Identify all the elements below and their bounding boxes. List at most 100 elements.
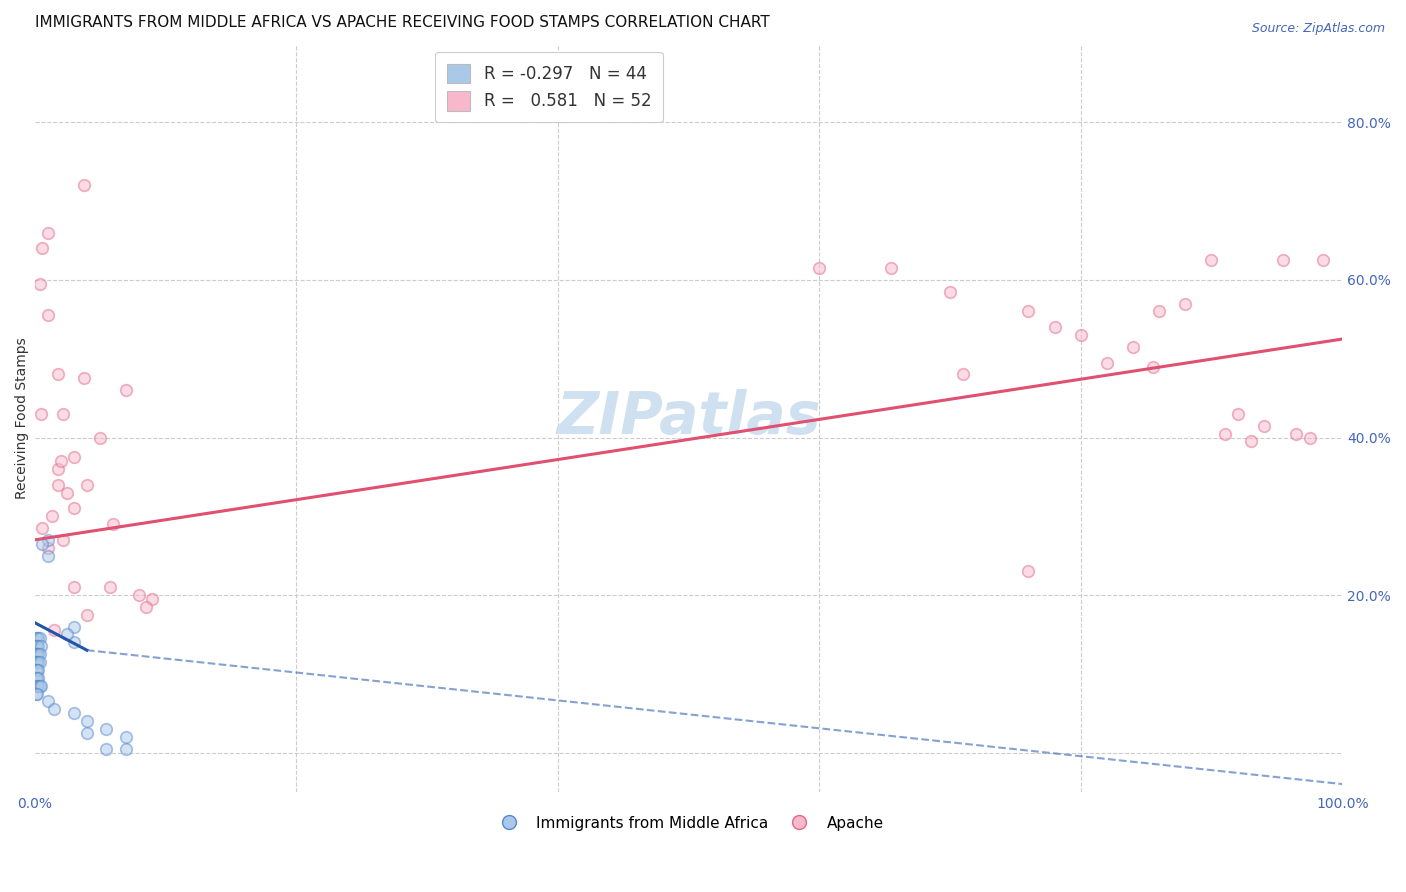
- Point: [37, 309, 59, 323]
- Point: [62, 501, 84, 516]
- Point: [56, 485, 79, 500]
- Point: [96, 722, 118, 736]
- Point: [30, 407, 52, 421]
- Point: [27, 671, 49, 685]
- Point: [89, 430, 111, 444]
- Legend: Immigrants from Middle Africa, Apache: Immigrants from Middle Africa, Apache: [488, 809, 890, 837]
- Point: [25, 671, 48, 685]
- Point: [25, 686, 48, 700]
- Point: [1043, 320, 1066, 334]
- Point: [1272, 253, 1295, 268]
- Point: [28, 679, 51, 693]
- Point: [44, 702, 66, 716]
- Point: [37, 226, 59, 240]
- Point: [56, 627, 79, 641]
- Point: [1070, 328, 1092, 343]
- Text: ZIPatlas: ZIPatlas: [557, 389, 821, 446]
- Point: [25, 663, 48, 677]
- Point: [46, 462, 69, 476]
- Point: [25, 671, 48, 685]
- Point: [1240, 434, 1263, 449]
- Point: [62, 450, 84, 465]
- Point: [96, 741, 118, 756]
- Point: [62, 580, 84, 594]
- Point: [128, 588, 150, 602]
- Point: [25, 632, 48, 646]
- Text: Source: ZipAtlas.com: Source: ZipAtlas.com: [1251, 22, 1385, 36]
- Point: [1147, 304, 1170, 318]
- Point: [28, 632, 51, 646]
- Point: [27, 663, 49, 677]
- Point: [49, 454, 72, 468]
- Y-axis label: Receiving Food Stamps: Receiving Food Stamps: [15, 337, 30, 499]
- Point: [31, 242, 53, 256]
- Point: [1201, 253, 1223, 268]
- Point: [1122, 340, 1144, 354]
- Point: [28, 277, 51, 291]
- Point: [1142, 359, 1164, 374]
- Point: [25, 679, 48, 693]
- Point: [101, 517, 124, 532]
- Point: [44, 624, 66, 638]
- Point: [52, 533, 75, 547]
- Point: [76, 477, 98, 491]
- Point: [25, 679, 48, 693]
- Point: [1253, 418, 1275, 433]
- Point: [880, 261, 903, 276]
- Point: [73, 371, 96, 385]
- Point: [1095, 356, 1118, 370]
- Point: [141, 592, 163, 607]
- Point: [28, 647, 51, 661]
- Point: [1213, 426, 1236, 441]
- Point: [1285, 426, 1308, 441]
- Point: [25, 639, 48, 653]
- Point: [31, 537, 53, 551]
- Point: [25, 663, 48, 677]
- Point: [31, 521, 53, 535]
- Point: [30, 639, 52, 653]
- Point: [30, 679, 52, 693]
- Point: [1298, 430, 1320, 444]
- Point: [27, 679, 49, 693]
- Point: [41, 509, 63, 524]
- Text: IMMIGRANTS FROM MIDDLE AFRICA VS APACHE RECEIVING FOOD STAMPS CORRELATION CHART: IMMIGRANTS FROM MIDDLE AFRICA VS APACHE …: [35, 15, 769, 30]
- Point: [76, 726, 98, 740]
- Point: [37, 549, 59, 563]
- Point: [808, 261, 831, 276]
- Point: [73, 178, 96, 193]
- Point: [1312, 253, 1334, 268]
- Point: [100, 580, 122, 594]
- Point: [1017, 565, 1039, 579]
- Point: [25, 655, 48, 669]
- Point: [37, 541, 59, 555]
- Point: [25, 647, 48, 661]
- Point: [37, 533, 59, 547]
- Point: [25, 647, 48, 661]
- Point: [1017, 304, 1039, 318]
- Point: [1226, 407, 1249, 421]
- Point: [27, 639, 49, 653]
- Point: [76, 607, 98, 622]
- Point: [27, 655, 49, 669]
- Point: [25, 639, 48, 653]
- Point: [27, 647, 49, 661]
- Point: [25, 686, 48, 700]
- Point: [27, 632, 49, 646]
- Point: [76, 714, 98, 728]
- Point: [952, 368, 974, 382]
- Point: [939, 285, 962, 299]
- Point: [115, 383, 138, 397]
- Point: [62, 706, 84, 721]
- Point: [62, 635, 84, 649]
- Point: [46, 477, 69, 491]
- Point: [52, 407, 75, 421]
- Point: [37, 694, 59, 708]
- Point: [115, 730, 138, 744]
- Point: [46, 368, 69, 382]
- Point: [62, 619, 84, 633]
- Point: [115, 741, 138, 756]
- Point: [135, 599, 157, 614]
- Point: [25, 655, 48, 669]
- Point: [25, 632, 48, 646]
- Point: [28, 655, 51, 669]
